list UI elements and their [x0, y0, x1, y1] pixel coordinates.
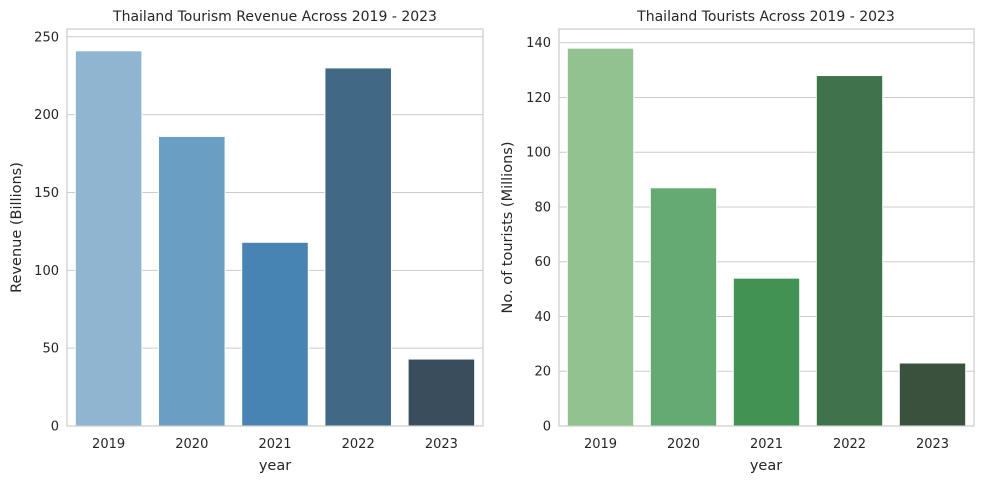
bar-2022: [815, 75, 884, 427]
chart-title: Thailand Tourists Across 2019 - 2023: [636, 9, 895, 25]
x-tick-label: 2022: [833, 437, 866, 452]
bar-2021: [241, 241, 309, 427]
plot-frame: [558, 28, 975, 427]
bar-2021: [732, 277, 801, 427]
bar-2019: [74, 50, 143, 427]
bar-2022: [324, 67, 392, 427]
plot-frame: [66, 28, 484, 427]
bar-2020: [158, 135, 226, 427]
x-tick-labels: 2019 2020 2021 2022 2023: [584, 437, 949, 452]
y-tick-label: 20: [534, 365, 551, 380]
y-tick-label: 50: [42, 342, 59, 357]
bar-2023: [407, 358, 476, 427]
x-tick-label: 2020: [667, 437, 700, 452]
bar-2020: [649, 187, 718, 427]
y-tick-label: 60: [534, 255, 551, 270]
x-axis-label: year: [750, 458, 782, 474]
x-tick-label: 2019: [584, 437, 617, 452]
bar-2023: [898, 362, 967, 427]
x-tick-label: 2021: [258, 437, 291, 452]
y-tick-label: 250: [34, 30, 59, 45]
y-tick-label: 0: [543, 420, 551, 435]
bar-2019: [566, 47, 635, 427]
x-tick-label: 2022: [342, 437, 375, 452]
revenue-chart: Thailand Tourism Revenue Across 2019 - 2…: [9, 9, 484, 474]
y-tick-labels: 0 50 100 150 200 250: [34, 30, 59, 434]
x-tick-labels: 2019 2020 2021 2022 2023: [92, 437, 458, 452]
y-tick-label: 120: [526, 91, 551, 106]
x-tick-label: 2020: [175, 437, 208, 452]
chart-title: Thailand Tourism Revenue Across 2019 - 2…: [112, 9, 437, 25]
y-tick-label: 200: [34, 108, 59, 123]
y-axis-label: Revenue (Billions): [9, 162, 25, 293]
y-axis-label: No. of tourists (Millions): [500, 142, 516, 314]
y-tick-label: 0: [51, 420, 59, 435]
x-axis-label: year: [259, 458, 291, 474]
x-tick-label: 2021: [750, 437, 783, 452]
bars: [566, 47, 967, 427]
y-tick-labels: 0 20 40 60 80 100 120 140: [526, 36, 551, 434]
y-tick-label: 40: [534, 310, 551, 325]
x-tick-label: 2019: [92, 437, 125, 452]
x-tick-label: 2023: [916, 437, 949, 452]
tourists-chart: Thailand Tourists Across 2019 - 2023 0 20…: [500, 9, 975, 474]
y-tick-label: 140: [526, 36, 551, 51]
y-tick-label: 100: [34, 264, 59, 279]
y-tick-label: 80: [534, 200, 551, 215]
y-tick-label: 100: [526, 146, 551, 161]
x-tick-label: 2023: [425, 437, 458, 452]
y-tick-label: 150: [34, 186, 59, 201]
bars: [74, 50, 476, 427]
